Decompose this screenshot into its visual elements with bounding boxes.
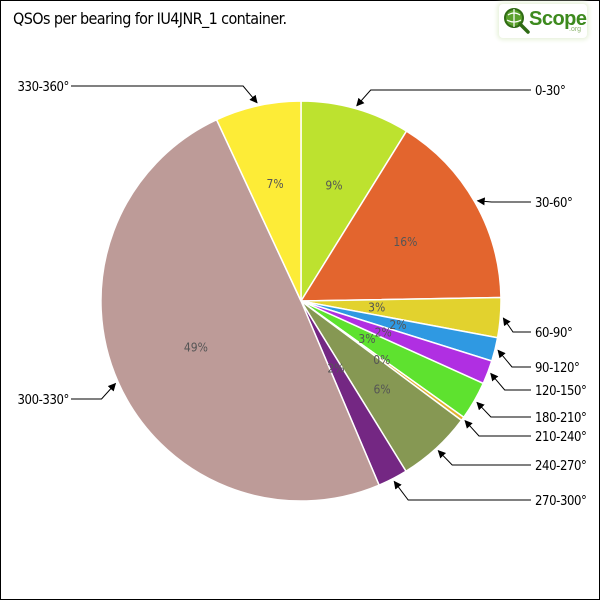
slice-percent-90-120: 2% <box>389 318 406 332</box>
category-label-0-30: 0-30° <box>535 84 565 99</box>
slice-percent-330-360: 7% <box>267 177 284 191</box>
pie-slice-330-360[interactable] <box>215 100 302 302</box>
slice-percent-60-90: 3% <box>368 300 385 314</box>
leader-line-240-270 <box>437 450 531 466</box>
leader-line-300-330 <box>71 382 117 400</box>
leader-line-90-120 <box>497 349 531 368</box>
slice-percent-270-300: 2% <box>327 362 344 376</box>
leader-line-330-360 <box>71 85 258 104</box>
slice-percent-210-240: 0% <box>373 353 390 367</box>
leader-line-0-30 <box>356 89 531 107</box>
leader-lines <box>71 85 531 501</box>
slice-percent-120-150: 2% <box>375 325 392 339</box>
pie-slice-0-30[interactable] <box>300 100 408 304</box>
category-label-300-330: 300-330° <box>17 393 69 408</box>
category-label-210-240: 210-240° <box>535 430 587 445</box>
slice-percent-labels: 9%16%3%2%2%3%0%6%2%49%7% <box>184 177 418 397</box>
leader-line-60-90 <box>502 317 531 333</box>
slice-percent-300-330: 49% <box>184 341 208 355</box>
pie-slice-30-60[interactable] <box>299 130 502 302</box>
category-label-90-120: 90-120° <box>535 361 579 376</box>
pie-slice-300-330[interactable] <box>100 118 381 502</box>
category-labels: 0-30° 30-60° 60-90° 90-120° 120-150° 180-210°… <box>17 80 586 509</box>
leader-line-210-240 <box>464 420 531 437</box>
category-label-270-300: 270-300° <box>535 494 587 509</box>
category-label-240-270: 240-270° <box>535 459 587 474</box>
pie-slices <box>100 100 502 502</box>
magnifier-globe-icon <box>504 8 530 34</box>
category-label-120-150: 120-150° <box>535 384 587 399</box>
logo-text: Scope <box>529 8 587 30</box>
category-label-60-90: 60-90° <box>535 326 572 341</box>
category-label-30-60: 30-60° <box>535 196 572 211</box>
slice-percent-0-30: 9% <box>325 179 342 193</box>
leader-line-180-210 <box>476 401 531 418</box>
leader-line-30-60 <box>476 197 531 206</box>
category-label-180-210: 180-210° <box>535 411 587 426</box>
slice-percent-240-270: 6% <box>374 383 391 397</box>
category-label-330-360: 330-360° <box>17 80 69 95</box>
logo-suffix: .org <box>569 26 582 33</box>
qscope-logo[interactable]: Scope .org <box>499 4 587 38</box>
leader-line-270-300 <box>393 480 531 501</box>
slice-percent-30-60: 16% <box>393 235 417 249</box>
chart-title: QSOs per bearing for IU4JNR_1 container. <box>13 9 287 28</box>
slice-percent-180-210: 3% <box>358 332 375 346</box>
leader-line-120-150 <box>490 372 531 391</box>
